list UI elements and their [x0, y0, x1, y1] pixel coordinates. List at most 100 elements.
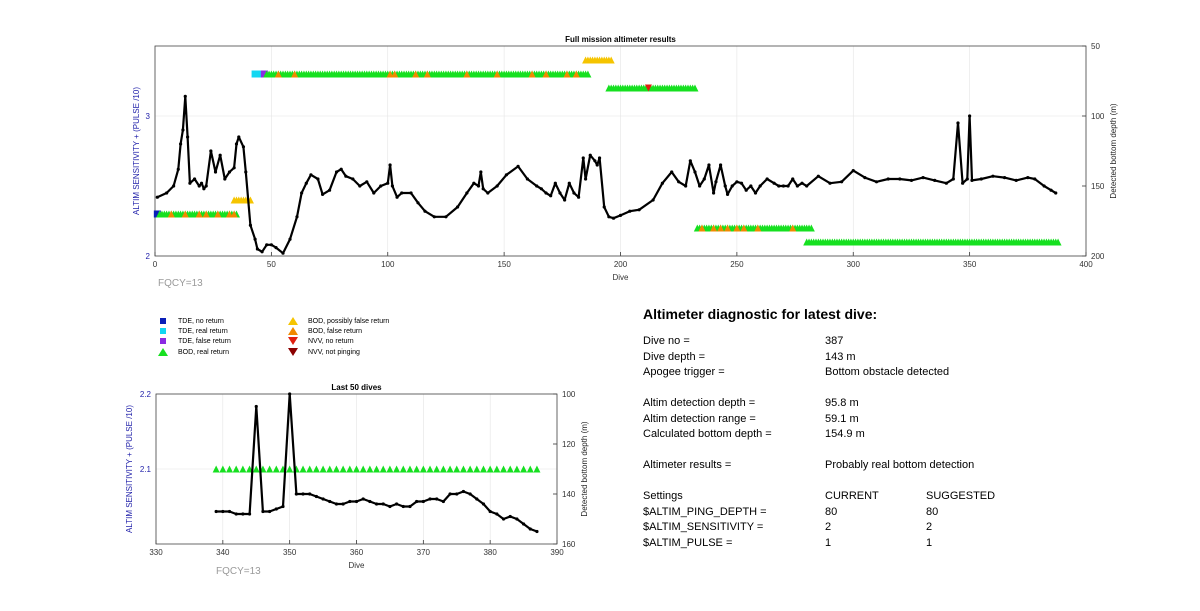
bottom-depth-point — [374, 502, 379, 506]
bod-real-return-marker — [479, 465, 487, 473]
bottom-depth-point — [301, 492, 305, 496]
current-header: CURRENT — [825, 490, 879, 502]
plot-frame — [154, 45, 1087, 257]
dive-no-value: 387 — [825, 335, 844, 347]
x-tick-label: 390 — [550, 548, 564, 557]
bottom-depth-point — [805, 184, 809, 188]
bottom-depth-point — [588, 153, 592, 157]
bottom-depth-point — [204, 184, 208, 188]
bottom-depth-point — [572, 191, 576, 195]
y2-tick-label: 200 — [1091, 252, 1105, 261]
results-value: Probably real bottom detection — [825, 459, 975, 471]
bod-real-return-marker — [399, 465, 407, 473]
bod-false-return-marker — [710, 224, 718, 232]
bottom-depth-point — [479, 170, 483, 174]
bottom-depth-point — [465, 191, 469, 195]
sensitivity-label: $ALTIM_SENSITIVITY = — [643, 521, 764, 533]
bod-real-return-marker — [359, 465, 367, 473]
bottom-depth-point — [304, 181, 308, 185]
bottom-depth-point — [765, 177, 769, 181]
legend-marker-icon — [158, 348, 168, 356]
bottom-depth-point — [348, 499, 352, 504]
bod-real-return-marker — [386, 465, 394, 473]
bottom-depth-point — [295, 215, 299, 219]
bod-real-return-marker — [393, 465, 401, 473]
bod-false-return-marker — [274, 70, 282, 78]
bottom-depth-point — [951, 177, 955, 181]
bod-real-return-marker — [691, 84, 699, 92]
bottom-depth-point — [344, 174, 348, 178]
bottom-depth-point — [381, 502, 385, 506]
y-axis-label: ALTIM SENSITIVITY + (PULSE /10) — [125, 405, 134, 533]
legend-item: BOD, possibly false return — [288, 316, 389, 326]
results-row: Altimeter results = Probably real bottom… — [643, 459, 1063, 475]
bottom-depth-point — [944, 181, 948, 185]
bottom-depth-point — [209, 149, 213, 153]
bottom-depth-point — [309, 173, 313, 177]
x-axis-label: Dive — [612, 273, 629, 282]
bottom-depth-point — [395, 502, 399, 506]
bottom-depth-point — [281, 251, 285, 255]
bottom-depth-point — [155, 195, 159, 199]
x-tick-label: 360 — [350, 548, 364, 557]
bottom-depth-point — [428, 497, 432, 501]
bottom-depth-point — [265, 243, 269, 247]
bod-real-return-marker — [299, 465, 307, 473]
bottom-depth-point — [241, 512, 245, 516]
altim-depth-label: Altim detection depth = — [643, 397, 756, 409]
bottom-depth-point — [321, 497, 325, 501]
bottom-depth-point — [851, 169, 855, 173]
bottom-depth-point — [218, 153, 222, 157]
legend-item: NVV, no return — [288, 336, 354, 346]
bottom-depth-point — [495, 512, 499, 516]
bod-real-return-marker — [473, 465, 481, 473]
dive-depth-value: 143 m — [825, 350, 856, 363]
x-tick-label: 250 — [730, 260, 744, 269]
bottom-depth-point — [475, 497, 479, 501]
bottom-depth-point — [714, 180, 718, 184]
bod-real-return-marker — [239, 465, 247, 473]
bottom-depth-point — [288, 237, 292, 241]
legend: TDE, no return TDE, real return TDE, false… — [158, 316, 458, 366]
bod-real-return-marker — [346, 465, 354, 473]
bod-real-return-marker — [446, 465, 454, 473]
bod-false-return-marker — [230, 210, 238, 218]
bod-real-return-marker — [226, 465, 234, 473]
bod-false-return-marker — [733, 224, 741, 232]
legend-marker-icon — [160, 338, 166, 344]
bottom-depth-point — [786, 184, 790, 188]
legend-label: TDE, false return — [178, 337, 231, 345]
bod-real-return-marker — [339, 465, 347, 473]
bottom-depth-line — [156, 95, 1057, 255]
bottom-depth-point — [213, 170, 218, 174]
legend-item: TDE, false return — [158, 336, 231, 346]
bod-real-return-marker — [1054, 238, 1062, 246]
apogee-label: Apogee trigger = — [643, 366, 725, 378]
bottom-depth-point — [744, 188, 748, 192]
bod-real-return-marker — [286, 465, 294, 473]
bottom-depth-point — [432, 215, 436, 219]
bottom-depth-point — [933, 178, 937, 182]
bod-real-return-marker — [219, 465, 227, 473]
bod-false-return-marker — [195, 210, 203, 218]
y-axis-label: ALTIM SENSITIVITY + (PULSE /10) — [132, 87, 141, 215]
bottom-depth-point — [618, 213, 623, 217]
bod-false-return-marker — [181, 210, 189, 218]
bottom-depth-point — [956, 121, 960, 125]
bottom-depth-point — [408, 504, 412, 509]
bottom-depth-point — [909, 178, 914, 182]
bod-real-return-marker — [312, 465, 320, 473]
bottom-depth-point — [874, 180, 879, 184]
bottom-depth-point — [379, 184, 383, 188]
bottom-depth-point — [368, 499, 372, 504]
bod-false-return-marker — [225, 210, 233, 218]
ping-depth-suggested: 80 — [926, 505, 939, 518]
bottom-depth-point — [386, 181, 390, 185]
dive-depth-label: Dive depth = — [643, 350, 706, 363]
pulse-label: $ALTIM_PULSE = — [643, 536, 733, 549]
chart-title: Full mission altimeter results — [565, 35, 676, 44]
bottom-depth-point — [241, 145, 246, 149]
bottom-depth-point — [328, 499, 332, 504]
bottom-depth-point — [179, 142, 183, 146]
bod-false-return-marker — [214, 210, 222, 218]
